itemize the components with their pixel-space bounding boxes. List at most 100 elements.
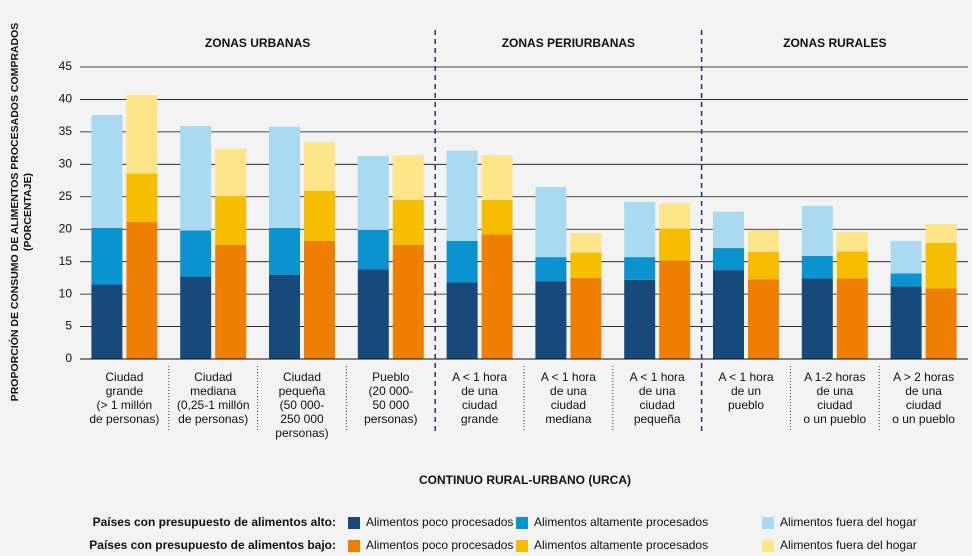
legend-label: Alimentos poco procesados [366, 538, 513, 552]
x-tick-label: A < 1 hora de una ciudad grande [452, 370, 508, 426]
legend-swatch [516, 540, 528, 552]
bar-segment [126, 173, 158, 223]
legend-label: Alimentos fuera del hogar [780, 515, 917, 529]
bar-segment [91, 227, 123, 285]
x-tick-label: A < 1 hora de un pueblo [718, 370, 774, 412]
bar-segment [890, 240, 922, 274]
bar-segment [624, 279, 656, 359]
legend-swatch [348, 517, 360, 529]
bar-segment [836, 251, 868, 279]
bar-segment [357, 269, 389, 359]
legend-label: Alimentos altamente procesados [534, 515, 708, 529]
bar-segment [713, 270, 744, 359]
y-tick-label: 40 [59, 92, 73, 106]
bar-segment [481, 200, 513, 235]
bar-segment [659, 228, 691, 261]
zone-label: ZONAS URBANAS [205, 36, 310, 50]
bar-segment [215, 148, 247, 197]
y-tick-label: 10 [59, 286, 73, 300]
bar-segment [925, 242, 957, 289]
bar-segment [269, 274, 300, 359]
bar-segment [535, 187, 567, 258]
bar-segment [126, 222, 158, 359]
bar-segment [570, 277, 602, 359]
bar-segment [801, 255, 833, 279]
y-tick-label: 25 [59, 189, 73, 203]
bar-segment [481, 155, 513, 201]
bar-segment [890, 273, 922, 287]
bar-segment [535, 281, 567, 359]
legend-label: Alimentos poco procesados [366, 515, 513, 529]
legend-swatch [762, 517, 774, 529]
y-axis-title: PROPORCIÓN DE CONSUMO DE ALIMENTOS PROCE… [9, 22, 34, 402]
x-tick-label: A > 2 horas de una ciudad o un pueblo [892, 370, 955, 426]
x-tick-label: Ciudad mediana (0,25-1 millón de persona… [176, 370, 250, 426]
x-tick-label: Ciudad pequeña (50 000- 250 000 personas… [275, 370, 329, 440]
bar-segment [269, 126, 300, 228]
bar-segment [925, 288, 957, 359]
bar-segment [180, 276, 212, 359]
bar-segment [446, 240, 478, 283]
bar-segment [392, 244, 424, 359]
bar-segment [215, 196, 247, 245]
x-tick-label: A < 1 hora de una ciudad pequeña [629, 370, 685, 426]
bar-segment [180, 230, 212, 277]
bar-segment [659, 260, 691, 359]
x-tick-label: A < 1 hora de una ciudad mediana [540, 370, 596, 426]
y-tick-label: 30 [59, 157, 73, 171]
bar-segment [392, 155, 424, 201]
bar-segment [801, 205, 833, 256]
legend-label: Alimentos altamente procesados [534, 538, 708, 552]
bar-segment [446, 282, 478, 359]
bar-segment [836, 278, 868, 359]
bar-segment [357, 155, 389, 230]
bar-segment [890, 286, 922, 359]
bar-segment [748, 229, 779, 252]
bar-segment [481, 234, 513, 359]
bar-segment [570, 233, 602, 253]
bar-segment [304, 240, 335, 359]
y-tick-label: 45 [59, 59, 73, 73]
legend-swatch [348, 540, 360, 552]
bar-segment [624, 201, 656, 258]
y-tick-label: 15 [59, 254, 73, 268]
legend-swatch [516, 517, 528, 529]
bar-segment [713, 211, 744, 249]
bar-segment [570, 252, 602, 278]
legend-group-label: Países con presupuesto de alimentos alto… [93, 515, 336, 529]
bar-segment [126, 94, 158, 174]
bar-segment [659, 203, 691, 229]
zone-label: ZONAS PERIURBANAS [502, 36, 635, 50]
bar-segment [91, 284, 123, 359]
bar-segment [215, 244, 247, 359]
x-axis-title: CONTINUO RURAL-URBANO (URCA) [419, 473, 631, 487]
legend-label: Alimentos fuera del hogar [780, 538, 917, 552]
bar-segment [748, 251, 779, 280]
y-tick-label: 5 [65, 319, 72, 333]
bar-segment [269, 227, 300, 275]
bar-segment [446, 150, 478, 241]
bar-segment [925, 224, 957, 243]
y-tick-label: 0 [65, 351, 72, 365]
x-tick-label: Ciudad grande (> 1 millón de personas) [89, 370, 160, 426]
x-tick-label: A 1-2 horas de una ciudad o un pueblo [803, 370, 867, 426]
bar-segment [535, 257, 567, 282]
bar-segment [713, 248, 744, 271]
legend-group-label: Países con presupuesto de alimentos bajo… [89, 538, 336, 552]
bar-segment [357, 229, 389, 270]
zone-label: ZONAS RURALES [783, 36, 886, 50]
bar-segment [836, 231, 868, 252]
y-tick-label: 20 [59, 221, 73, 235]
legend-swatch [762, 540, 774, 552]
bar-segment [304, 142, 335, 191]
bar-segment [624, 257, 656, 280]
bar-segment [392, 200, 424, 245]
bar-segment [304, 190, 335, 241]
bar-segment [748, 279, 779, 359]
bar-segment [91, 115, 123, 228]
y-tick-label: 35 [59, 124, 73, 138]
x-tick-label: Pueblo (20 000- 50 000 personas) [364, 370, 418, 426]
bar-segment [801, 278, 833, 359]
